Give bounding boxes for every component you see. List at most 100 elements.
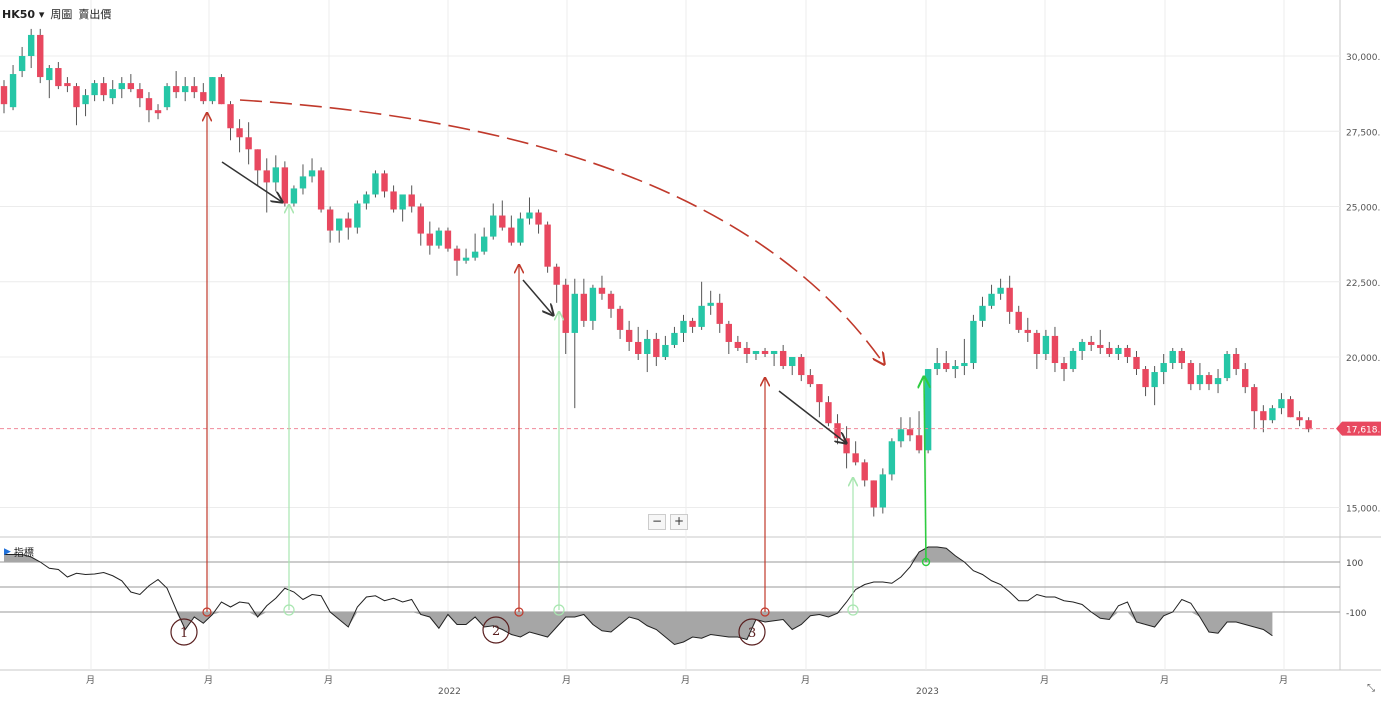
price-tick-label: 27,500.00 (1346, 128, 1381, 138)
candle-body (1260, 411, 1267, 421)
price-tick-label: 22,500.00 (1346, 279, 1381, 289)
candle-body (933, 363, 941, 370)
candle-body (299, 176, 307, 189)
time-axis-label: 月 (1040, 675, 1049, 686)
candle-body (182, 86, 189, 93)
buy-arrow-green (924, 377, 926, 563)
annotation-circle (170, 618, 198, 646)
candle-body (1088, 341, 1095, 345)
candle-body (798, 357, 805, 376)
candle-body (145, 98, 153, 111)
candle-body (698, 305, 705, 327)
zoom-out-button[interactable]: − (648, 514, 666, 530)
time-axis-label: 月 (204, 675, 213, 686)
candle-body (1115, 347, 1122, 354)
candle-body (961, 363, 968, 367)
candle-body (1251, 387, 1258, 412)
oscillator-oversold-fill (4, 612, 1273, 645)
candle-body (381, 173, 388, 192)
candle-body (825, 402, 832, 424)
price-tick-label: 30,000.00 (1346, 53, 1381, 63)
candle-body (535, 212, 542, 225)
candle-body (988, 293, 995, 306)
candle-body (1205, 375, 1213, 385)
candle-body (761, 350, 769, 354)
candle-body (64, 83, 71, 87)
candle-body (1078, 341, 1086, 351)
candle-body (209, 77, 216, 102)
candle-body (127, 83, 135, 90)
candle-body (1187, 363, 1195, 385)
candle-body (272, 167, 279, 183)
indicator-label: 指標 (13, 548, 34, 559)
candle-body (1278, 399, 1285, 409)
candle-body (625, 329, 633, 342)
candle-body (616, 308, 624, 330)
candle-body (644, 338, 651, 354)
candle-body (55, 68, 62, 87)
candle-body (870, 480, 877, 508)
candle-body (480, 236, 488, 252)
candle-body (326, 209, 334, 231)
candle-body (580, 293, 588, 321)
candle-body (426, 233, 434, 246)
candle-body (471, 251, 479, 258)
candle-body (807, 375, 814, 385)
candle-body (408, 194, 415, 207)
candle-body (589, 287, 597, 321)
trend-arrow-black (778, 390, 846, 443)
candle-body (743, 347, 751, 354)
candle-body (154, 110, 162, 114)
candle-body (789, 357, 796, 367)
candle-body (218, 77, 225, 105)
trend-arrow-black (522, 279, 553, 315)
candle-body (200, 92, 207, 102)
candle-body (598, 287, 606, 294)
oscillator-exit-circle (553, 604, 565, 616)
candle-body (1006, 287, 1013, 312)
candle-body (263, 170, 270, 183)
chart-header: HK50 ▾ 周圖 賣出價 (2, 6, 111, 22)
oscillator-exit-circle (847, 604, 859, 616)
candle-body (100, 83, 107, 96)
indicator-toggle[interactable]: ▶ 指標 (4, 544, 34, 560)
candle-body (1223, 353, 1231, 379)
candle-body (834, 423, 841, 439)
time-axis-label: 月 (1279, 675, 1288, 686)
candle-body (943, 363, 950, 370)
candle-body (671, 332, 678, 345)
candle-body (1069, 350, 1077, 370)
trend-arrow-black (221, 161, 282, 202)
candle-body (1124, 347, 1131, 357)
candle-body (254, 149, 261, 171)
candle-body (1196, 375, 1204, 385)
candle-body (816, 384, 823, 403)
candle-body (1042, 335, 1050, 354)
candle-body (1296, 417, 1303, 421)
price-tick-label: 20,000.00 (1346, 354, 1381, 364)
expand-icon[interactable]: ⤡ (1367, 683, 1375, 694)
time-axis-label: 2022 (438, 687, 461, 697)
candle-body (490, 215, 497, 237)
oscillator-tick-label: 100 (1346, 559, 1363, 569)
candle-body (453, 248, 461, 261)
time-axis-label: 月 (562, 675, 571, 686)
price-type-label[interactable]: 賣出價 (78, 8, 112, 21)
candle-body (635, 341, 642, 354)
oscillator-signal-circle (202, 607, 212, 617)
candle-body (1160, 363, 1167, 373)
candle-body (553, 266, 560, 285)
zoom-in-button[interactable]: + (670, 514, 688, 530)
timeframe-label[interactable]: 周圖 (50, 8, 73, 21)
candle-body (163, 86, 171, 108)
candle-body (37, 34, 44, 78)
last-price-badge (1336, 421, 1381, 436)
candle-body (1024, 329, 1031, 333)
symbol-selector[interactable]: HK50 ▾ (2, 8, 44, 21)
candle-body (716, 302, 723, 324)
candle-body (27, 34, 35, 56)
candle-body (689, 320, 696, 327)
candle-body (906, 429, 914, 436)
